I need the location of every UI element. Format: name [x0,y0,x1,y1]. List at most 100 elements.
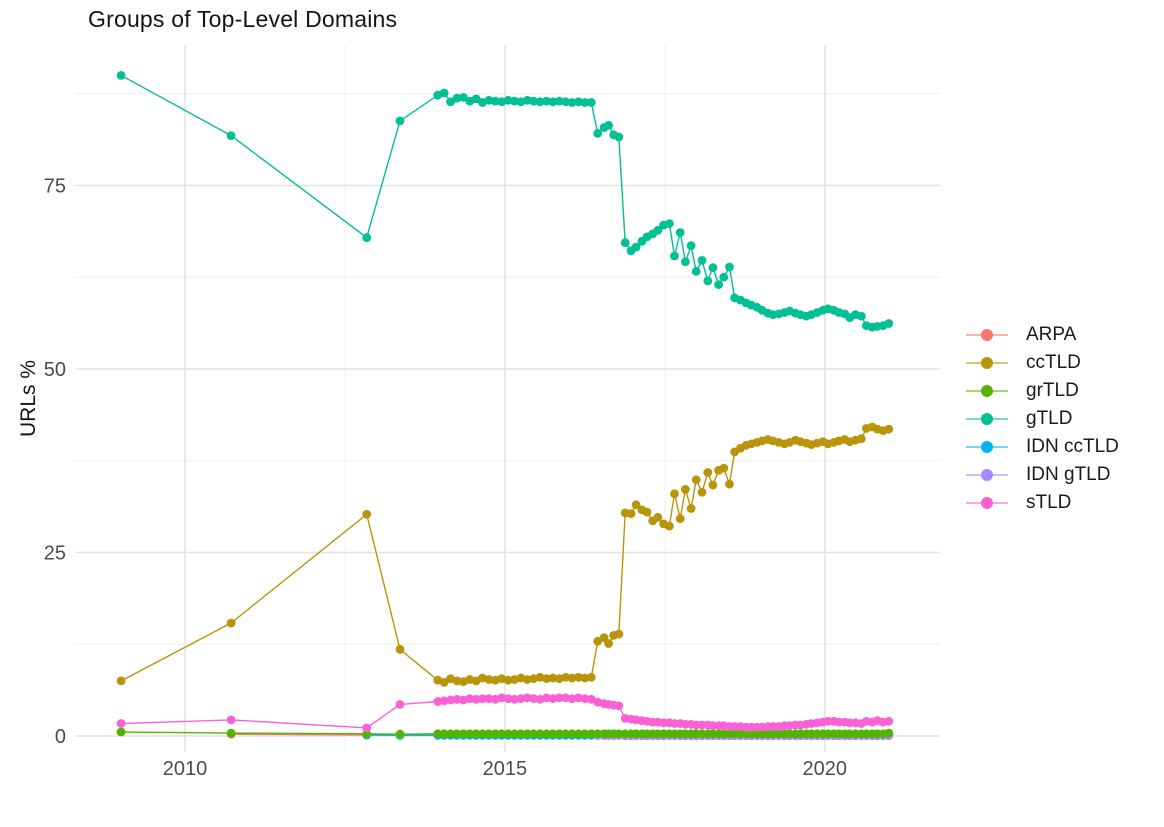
data-point [691,475,701,485]
legend-label: ccTLD [1026,352,1081,373]
data-point [446,695,455,705]
data-point [884,424,894,434]
legend-label: ARPA [1026,324,1077,345]
data-point [226,728,236,738]
data-point [719,463,729,473]
data-point [586,672,596,682]
data-point [665,219,674,229]
data-point [719,272,729,282]
data-point [567,694,577,703]
x-tick-label: 2010 [163,758,208,780]
data-point [503,675,513,685]
legend-item-cctld: ccTLD [966,349,1119,377]
data-point [446,729,455,739]
data-point [561,693,571,703]
data-point [561,729,571,739]
legend-key-icon [966,469,1008,481]
data-point [510,96,519,106]
data-point [703,468,713,477]
data-point [686,504,696,513]
data-point [593,129,603,138]
gridlines-major [75,45,940,752]
data-point [574,729,583,739]
legend-label: IDN gTLD [1026,464,1111,485]
legend-item-arpa: ARPA [966,321,1119,349]
legend-key-icon [966,385,1008,397]
data-point [604,120,613,130]
data-point [516,729,526,739]
data-point [675,514,685,524]
data-point [626,509,636,518]
data-point [478,729,487,739]
data-point [503,95,513,105]
y-tick-label: 0 [55,726,66,748]
data-point [548,673,558,683]
legend-key-icon [966,357,1008,369]
data-point [490,729,500,739]
data-point [452,729,462,739]
data-point [478,694,487,703]
data-point [362,723,372,733]
data-point [439,678,449,687]
legend-item-grtld: grTLD [966,377,1119,405]
data-point [714,280,723,289]
data-point [580,729,590,739]
data-point [497,729,507,739]
data-point [497,693,507,703]
data-point [691,267,701,276]
data-point [522,95,532,105]
data-point [725,262,734,272]
data-point [542,96,551,106]
data-point [542,674,551,684]
data-point [226,618,236,628]
data-point [484,729,494,739]
data-point [516,694,526,703]
data-point [856,434,866,444]
legend-key-icon [966,441,1008,453]
data-point [362,509,372,519]
series-stld [116,693,894,733]
data-point [708,480,718,490]
data-point [574,693,583,703]
data-point [708,263,718,273]
data-point [116,727,126,737]
data-point [529,96,539,106]
data-point [653,225,663,235]
legend-item-idn-gtld: IDN gTLD [966,461,1119,489]
series-gtld [116,71,894,332]
data-point [465,729,475,739]
data-point [548,729,558,739]
data-point [561,672,571,682]
data-point [620,238,630,248]
data-point [574,672,583,682]
legend-key-icon [966,497,1008,509]
y-tick-label: 75 [44,176,66,198]
data-point [535,729,545,739]
axis-tick-labels: 0 25 50 75 2010 2015 2020 [44,176,847,781]
data-point [567,729,577,739]
data-point [490,96,500,106]
legend-key-icon [966,413,1008,425]
data-point [670,489,679,499]
data-point [567,98,577,107]
legend-label: gTLD [1026,408,1073,429]
data-point [529,694,539,703]
data-point [614,629,624,639]
x-tick-label: 2020 [803,758,848,780]
data-point [439,88,449,98]
data-point [884,716,894,726]
data-point [686,241,696,251]
data-point [484,694,494,703]
data-point [554,729,564,739]
series-grtld [116,727,894,739]
data-point [884,319,894,328]
data-point [554,96,564,106]
legend-key-icon [966,329,1008,341]
legend-label: grTLD [1026,380,1079,401]
data-point [703,276,713,286]
data-point [446,97,455,107]
data-point [631,500,641,510]
legend-label: IDN ccTLD [1026,436,1119,457]
